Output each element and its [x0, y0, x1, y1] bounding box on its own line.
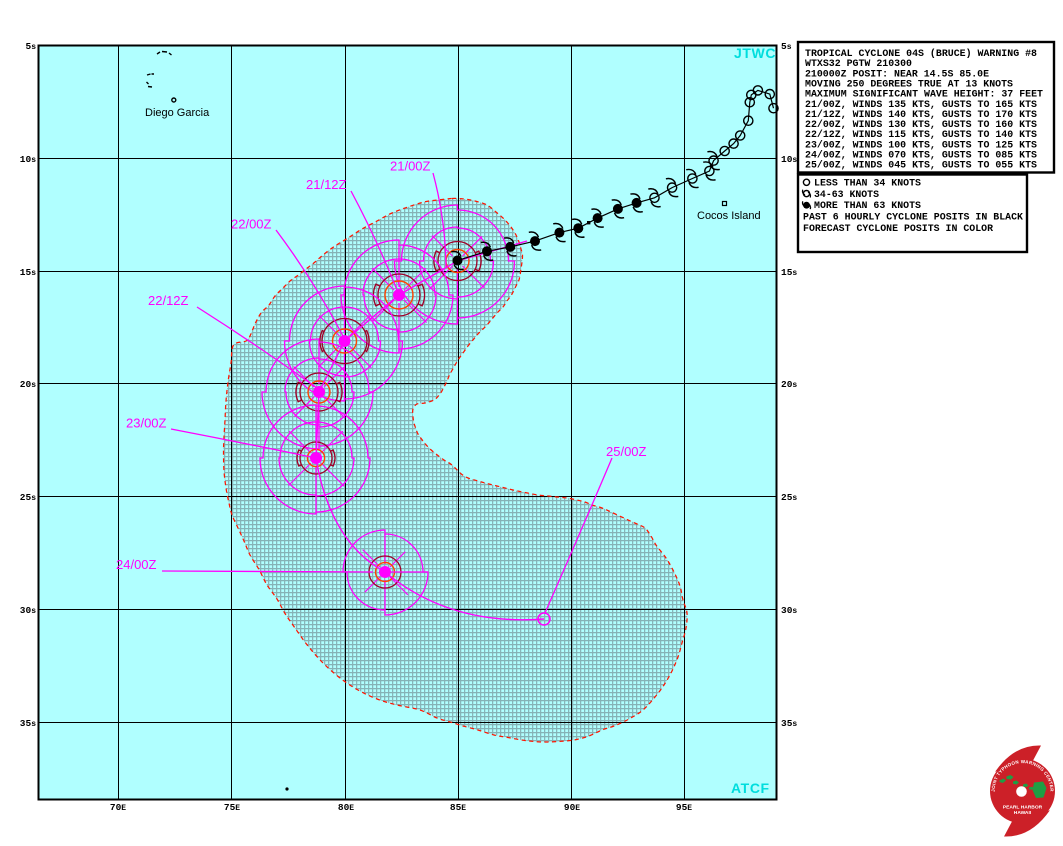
- svg-text:LESS THAN 34 KNOTS: LESS THAN 34 KNOTS: [814, 178, 921, 189]
- svg-text:80E: 80E: [338, 802, 354, 813]
- svg-text:5s: 5s: [781, 41, 792, 52]
- svg-text:WTXS32 PGTW 210300: WTXS32 PGTW 210300: [805, 59, 912, 70]
- svg-text:21/00Z, WINDS 135 KTS, GUSTS T: 21/00Z, WINDS 135 KTS, GUSTS TO 165 KTS: [805, 99, 1037, 111]
- svg-text:ATCF: ATCF: [731, 780, 770, 796]
- svg-text:15s: 15s: [781, 267, 797, 278]
- svg-text:70E: 70E: [110, 802, 126, 813]
- svg-text:22/12Z: 22/12Z: [148, 293, 189, 308]
- svg-text:35s: 35s: [20, 718, 36, 729]
- svg-text:Diego Garcia: Diego Garcia: [145, 107, 210, 119]
- svg-text:210000Z POSIT: NEAR 14.5S 85.0: 210000Z POSIT: NEAR 14.5S 85.0E: [805, 69, 989, 80]
- svg-text:23/00Z, WINDS 100 KTS, GUSTS T: 23/00Z, WINDS 100 KTS, GUSTS TO 125 KTS: [805, 139, 1037, 151]
- svg-text:24 HR: 24 HR: [992, 804, 999, 814]
- svg-text:30s: 30s: [781, 605, 797, 616]
- svg-text:25s: 25s: [781, 492, 797, 503]
- svg-text:Cocos Island: Cocos Island: [697, 210, 761, 222]
- svg-text:24/00Z: 24/00Z: [116, 557, 157, 572]
- svg-text:21/12Z, WINDS 140 KTS, GUSTS T: 21/12Z, WINDS 140 KTS, GUSTS TO 170 KTS: [805, 109, 1037, 121]
- svg-text:22/00Z: 22/00Z: [231, 217, 272, 232]
- svg-text:25s: 25s: [20, 492, 36, 503]
- svg-text:PAST 6 HOURLY CYCLONE POSITS I: PAST 6 HOURLY CYCLONE POSITS IN BLACK: [803, 213, 1023, 224]
- svg-text:MAXIMUM SIGNIFICANT WAVE HEIGH: MAXIMUM SIGNIFICANT WAVE HEIGHT: 37 FEET: [805, 90, 1043, 101]
- svg-text:24 HR: 24 HR: [1049, 805, 1056, 815]
- svg-text:MOVING 250 DEGREES TRUE AT 13: MOVING 250 DEGREES TRUE AT 13 KNOTS: [805, 80, 1013, 91]
- svg-text:95E: 95E: [676, 802, 692, 813]
- svg-text:24/00Z, WINDS 070 KTS, GUSTS T: 24/00Z, WINDS 070 KTS, GUSTS TO 085 KTS: [805, 150, 1037, 162]
- svg-text:21/12Z: 21/12Z: [306, 177, 347, 192]
- svg-text:22/12Z, WINDS 115 KTS, GUSTS T: 22/12Z, WINDS 115 KTS, GUSTS TO 140 KTS: [805, 129, 1037, 141]
- svg-text:10s: 10s: [20, 154, 36, 165]
- svg-text:25/00Z, WINDS 045 KTS, GUSTS T: 25/00Z, WINDS 045 KTS, GUSTS TO 055 KTS: [805, 160, 1037, 172]
- svg-text:15s: 15s: [20, 267, 36, 278]
- svg-text:35s: 35s: [781, 718, 797, 729]
- svg-text:PEARL HARBOR: PEARL HARBOR: [1003, 805, 1043, 811]
- svg-text:34-63 KNOTS: 34-63 KNOTS: [814, 190, 879, 201]
- svg-text:23/00Z: 23/00Z: [126, 416, 167, 431]
- svg-text:JTWC: JTWC: [734, 45, 776, 61]
- svg-text:25/00Z: 25/00Z: [606, 444, 647, 459]
- svg-text:22/00Z, WINDS 130 KTS, GUSTS T: 22/00Z, WINDS 130 KTS, GUSTS TO 160 KTS: [805, 119, 1037, 131]
- svg-text:5s: 5s: [25, 41, 36, 52]
- svg-text:21/00Z: 21/00Z: [390, 159, 431, 174]
- svg-text:20s: 20s: [781, 379, 797, 390]
- svg-text:30s: 30s: [20, 605, 36, 616]
- svg-text:20s: 20s: [20, 379, 36, 390]
- svg-text:90E: 90E: [564, 802, 580, 813]
- svg-text:HAWAII: HAWAII: [1014, 810, 1032, 816]
- svg-text:10s: 10s: [781, 154, 797, 165]
- svg-text:FORECAST CYCLONE POSITS IN COL: FORECAST CYCLONE POSITS IN COLOR: [803, 224, 993, 235]
- svg-text:MORE THAN 63 KNOTS: MORE THAN 63 KNOTS: [814, 201, 921, 212]
- svg-text:TROPICAL CYCLONE 04S (BRUCE) W: TROPICAL CYCLONE 04S (BRUCE) WARNING #8: [805, 48, 1037, 60]
- svg-text:75E: 75E: [224, 802, 240, 813]
- svg-text:85E: 85E: [450, 802, 466, 813]
